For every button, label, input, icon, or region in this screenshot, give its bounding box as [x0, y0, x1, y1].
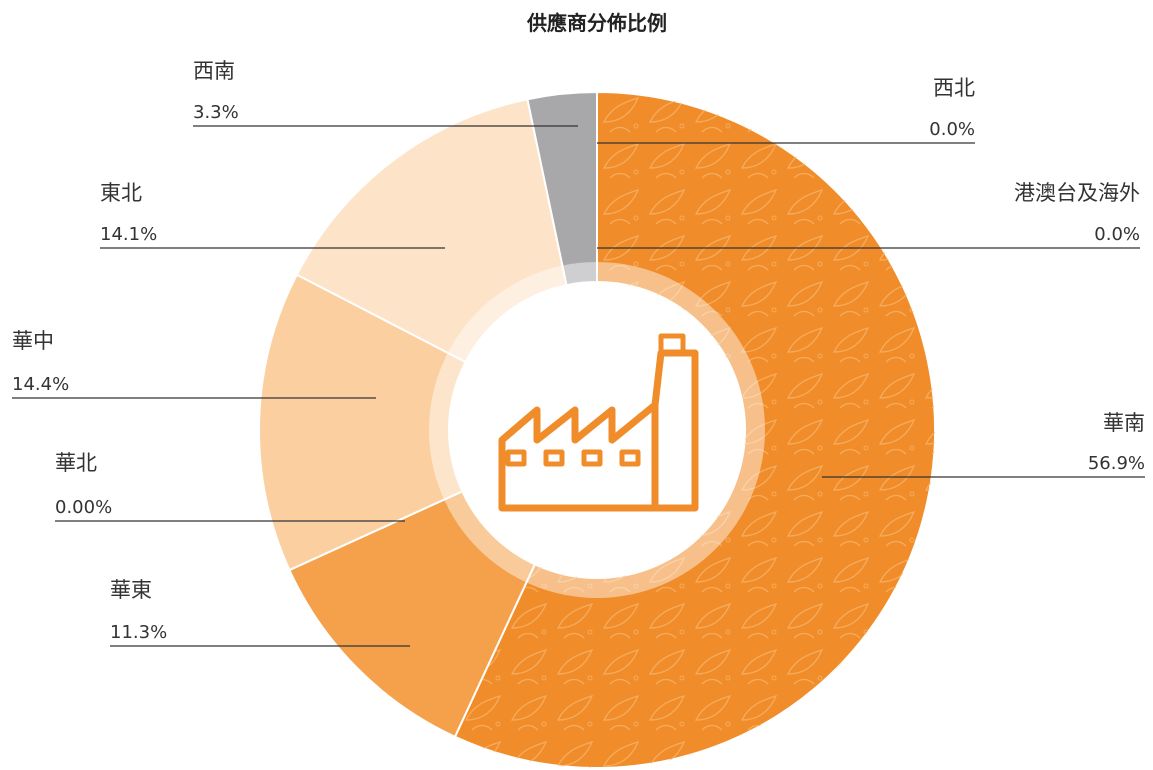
slice-value-label: 11.3%: [110, 622, 167, 643]
slice-value-label: 0.0%: [1094, 224, 1140, 245]
slice-label: 港澳台及海外: [1014, 181, 1140, 205]
slice-value-label: 14.4%: [12, 374, 69, 395]
slices: [258, 90, 936, 769]
factory-icon: [498, 333, 699, 512]
slice-label: 華中: [12, 329, 54, 353]
slice-label: 華東: [110, 578, 152, 602]
slice-value-label: 3.3%: [193, 102, 239, 123]
slice-label: 西南: [193, 59, 235, 83]
donut-hole: [449, 282, 745, 578]
slice-pattern: [455, 92, 935, 768]
slice-label: 東北: [100, 181, 142, 205]
slice-value-label: 14.1%: [100, 224, 157, 245]
slice-label: 華北: [55, 451, 97, 475]
slice-value-label: 56.9%: [1088, 453, 1145, 474]
slice-label: 華南: [1103, 411, 1145, 435]
chart-title: 供應商分佈比例: [526, 11, 667, 35]
labels: 華南 56.9% 華東 11.3% 華北 0.00% 華中 14.4% 東北 14.1% 西南 3.3…: [12, 59, 1145, 647]
slice-value-label: 0.0%: [929, 119, 975, 140]
slice-value-label: 0.00%: [55, 497, 112, 518]
slice-label: 西北: [933, 76, 975, 100]
